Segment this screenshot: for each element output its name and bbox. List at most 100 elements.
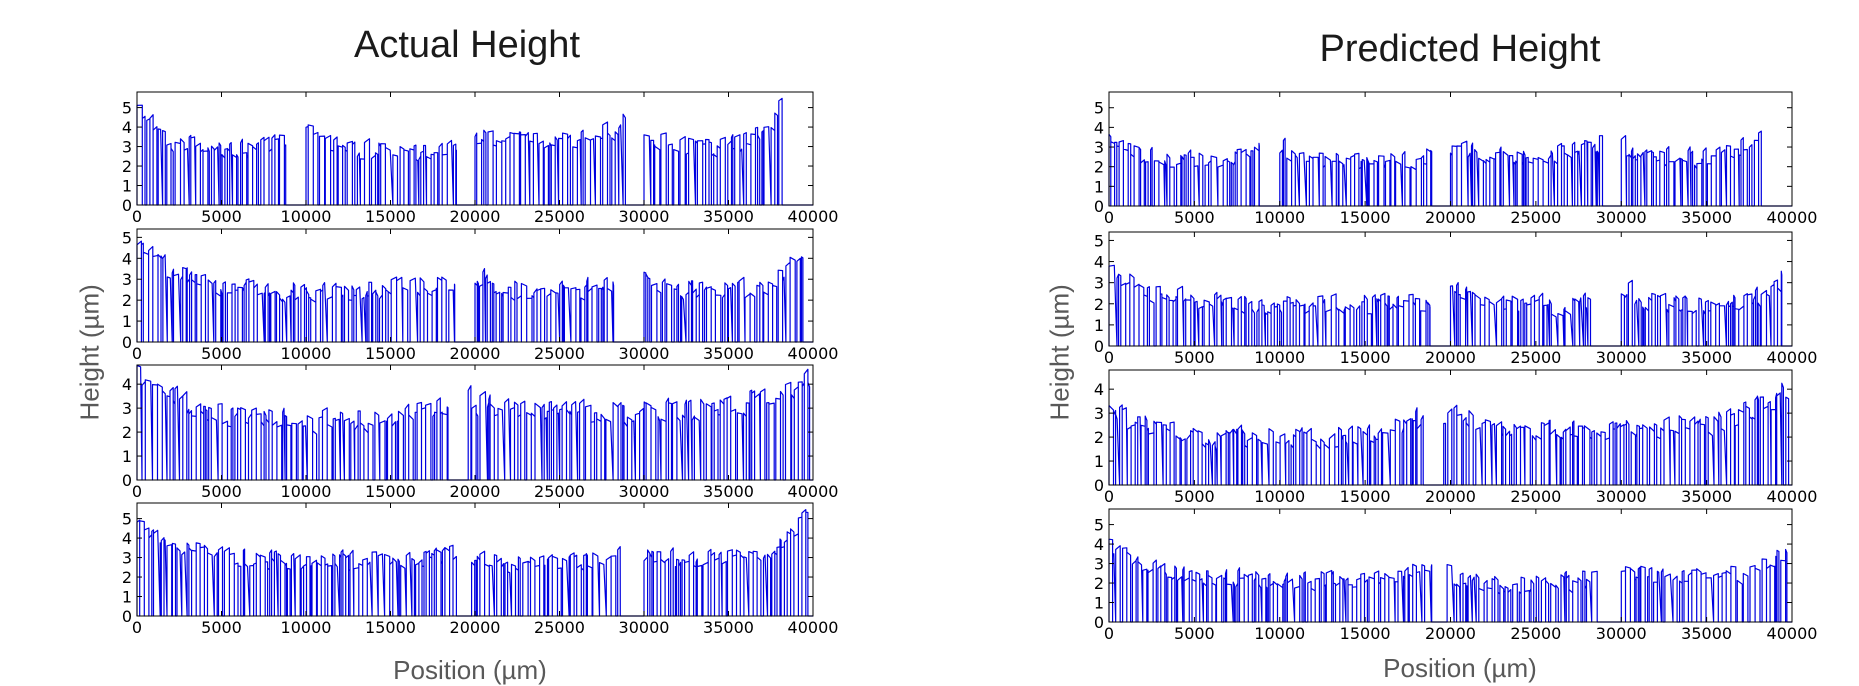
predicted-row1-xtick-label: 5000 [1174, 208, 1215, 227]
predicted-row3-ytick-label: 0 [1094, 476, 1104, 495]
actual-row1-ytick-label: 4 [122, 118, 132, 137]
predicted-row1-xtick-label: 20000 [1425, 208, 1476, 227]
actual-row1-ytick-label: 2 [122, 157, 132, 176]
actual-row4-ytick-label: 1 [122, 588, 132, 607]
actual-row2-ytick-label: 0 [122, 333, 132, 352]
actual-row4-xtick-label: 5000 [201, 618, 242, 637]
predicted-row4-xtick-label: 15000 [1340, 624, 1391, 643]
predicted-row3-series-line [1108, 382, 1792, 486]
actual-row1-ytick-label: 0 [122, 196, 132, 215]
actual-row3-series-line [136, 364, 813, 481]
actual-row4-xtick-label: 0 [132, 618, 142, 637]
actual-row2-ytick-label: 2 [122, 291, 132, 310]
actual-row2-xtick-label: 30000 [619, 344, 670, 363]
actual-row3-xtick-label: 40000 [788, 482, 839, 501]
predicted-row2-xtick-label: 5000 [1174, 348, 1215, 367]
predicted-row2-ytick-label: 0 [1094, 337, 1104, 356]
actual-row3-ytick-label: 0 [122, 471, 132, 490]
predicted-row3-xtick-label: 25000 [1510, 487, 1561, 506]
predicted-row2-xtick-label: 15000 [1340, 348, 1391, 367]
left-x-axis-label: Position (µm) [393, 655, 547, 685]
predicted-row4-xtick-label: 25000 [1510, 624, 1561, 643]
predicted-row4-ytick-label: 5 [1094, 516, 1104, 535]
actual-row3-ytick-label: 3 [122, 399, 132, 418]
actual-row1-series-line [136, 97, 813, 206]
predicted-row1-xtick-label: 35000 [1681, 208, 1732, 227]
predicted-row2-ytick-label: 2 [1094, 295, 1104, 314]
predicted-row2-ytick-label: 1 [1094, 316, 1104, 335]
predicted-row2-ytick-label: 3 [1094, 274, 1104, 293]
actual-row2-xtick-label: 10000 [281, 344, 332, 363]
predicted-row2-xtick-label: 0 [1104, 348, 1114, 367]
actual-row2-xtick-label: 35000 [703, 344, 754, 363]
actual-row4-ytick-label: 3 [122, 549, 132, 568]
left-panel-title: Actual Height [353, 24, 580, 66]
actual-row4-ytick-label: 5 [122, 510, 132, 529]
predicted-row2-ytick-label: 5 [1094, 231, 1104, 250]
predicted-row2-xtick-label: 10000 [1254, 348, 1305, 367]
predicted-row2-xtick-label: 25000 [1510, 348, 1561, 367]
actual-row4-ytick-label: 0 [122, 607, 132, 626]
predicted-row2-xtick-label: 40000 [1767, 348, 1818, 367]
actual-row4-xtick-label: 35000 [703, 618, 754, 637]
actual-row1-xtick-label: 40000 [788, 207, 839, 226]
predicted-row4-xtick-label: 0 [1104, 624, 1114, 643]
actual-row4-ytick-label: 4 [122, 529, 132, 548]
predicted-row1-ytick-label: 3 [1094, 138, 1104, 157]
predicted-row4-ytick-label: 1 [1094, 594, 1104, 613]
actual-row3-xtick-label: 10000 [281, 482, 332, 501]
predicted-row1-ytick-label: 5 [1094, 99, 1104, 118]
predicted-row1-xtick-label: 40000 [1767, 208, 1818, 227]
right-panel-title: Predicted Height [1319, 28, 1601, 70]
predicted-row3-ytick-label: 2 [1094, 428, 1104, 447]
actual-row1-ytick-label: 1 [122, 177, 132, 196]
actual-row1-xtick-label: 20000 [450, 207, 501, 226]
predicted-row3-xtick-label: 35000 [1681, 487, 1732, 506]
actual-row3-ytick-label: 4 [122, 375, 132, 394]
predicted-row4-ytick-label: 0 [1094, 613, 1104, 632]
actual-row4-xtick-label: 40000 [788, 618, 839, 637]
predicted-row4-xtick-label: 35000 [1681, 624, 1732, 643]
actual-row4-xtick-label: 10000 [281, 618, 332, 637]
actual-row3-xtick-label: 20000 [450, 482, 501, 501]
actual-row4-ytick-label: 2 [122, 568, 132, 587]
predicted-row4-ytick-label: 3 [1094, 555, 1104, 574]
predicted-row1-xtick-label: 30000 [1596, 208, 1647, 227]
predicted-row4-xtick-label: 5000 [1174, 624, 1215, 643]
predicted-row1-ytick-label: 1 [1094, 177, 1104, 196]
actual-row2-xtick-label: 25000 [534, 344, 585, 363]
predicted-row3-ytick-label: 1 [1094, 452, 1104, 471]
predicted-row3-xtick-label: 40000 [1767, 487, 1818, 506]
predicted-row3-xtick-label: 15000 [1340, 487, 1391, 506]
actual-row3-ytick-label: 1 [122, 447, 132, 466]
actual-row2-ytick-label: 5 [122, 228, 132, 247]
predicted-row1-series-line [1108, 130, 1792, 207]
actual-row3-xtick-label: 0 [132, 482, 142, 501]
actual-row1-xtick-label: 25000 [534, 207, 585, 226]
right-x-axis-label: Position (µm) [1383, 653, 1537, 683]
actual-row3-ytick-label: 2 [122, 423, 132, 442]
actual-row3-xtick-label: 5000 [201, 482, 242, 501]
actual-row1-xtick-label: 10000 [281, 207, 332, 226]
actual-row1-xtick-label: 30000 [619, 207, 670, 226]
actual-row4-xtick-label: 30000 [619, 618, 670, 637]
actual-row1-xtick-label: 35000 [703, 207, 754, 226]
predicted-row1-ytick-label: 2 [1094, 158, 1104, 177]
actual-row2-xtick-label: 40000 [788, 344, 839, 363]
predicted-row3-xtick-label: 0 [1104, 487, 1114, 506]
predicted-row3-xtick-label: 20000 [1425, 487, 1476, 506]
actual-row4-xtick-label: 15000 [365, 618, 416, 637]
predicted-row4-ytick-label: 4 [1094, 535, 1104, 554]
predicted-row4-xtick-label: 20000 [1425, 624, 1476, 643]
predicted-row2-ytick-label: 4 [1094, 253, 1104, 272]
actual-row2-xtick-label: 20000 [450, 344, 501, 363]
predicted-row4-series-line [1108, 538, 1792, 623]
actual-row2-xtick-label: 5000 [201, 344, 242, 363]
